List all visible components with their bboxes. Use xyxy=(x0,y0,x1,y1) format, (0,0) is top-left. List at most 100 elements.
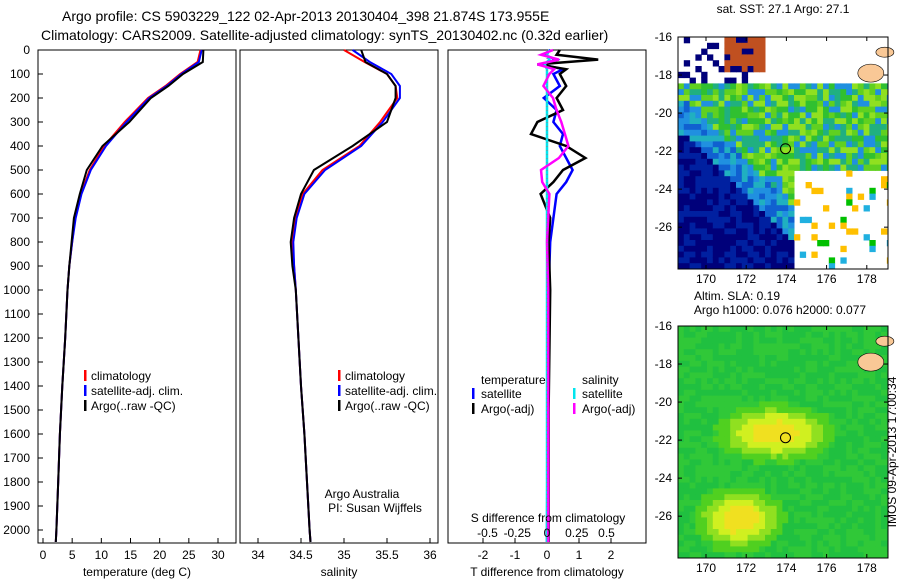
map-cell xyxy=(776,135,783,142)
map-cell xyxy=(776,546,783,553)
map-cell xyxy=(846,360,853,368)
map-cell xyxy=(840,500,847,507)
map-cell xyxy=(707,372,714,379)
map-cell xyxy=(823,482,830,489)
map-cell xyxy=(770,372,778,379)
map-cell xyxy=(747,343,754,350)
map-cell xyxy=(875,476,882,484)
map-cell xyxy=(712,494,720,501)
map-cell xyxy=(770,153,778,160)
map-cell xyxy=(765,211,772,218)
map-cell xyxy=(689,355,696,362)
map-cell xyxy=(765,222,772,229)
map-cell xyxy=(707,378,714,385)
map-cell xyxy=(678,234,685,241)
map-cell xyxy=(741,517,749,524)
map-cell xyxy=(701,476,708,484)
map-cell xyxy=(794,389,801,397)
map-cell xyxy=(753,66,760,73)
map-cell xyxy=(678,366,685,373)
map-lat-label: -26 xyxy=(655,509,673,523)
map-cell xyxy=(765,153,772,160)
map-cell xyxy=(840,257,847,264)
map-cell xyxy=(736,523,743,530)
map-cell xyxy=(730,100,737,108)
map-cell xyxy=(741,164,749,171)
map-cell xyxy=(765,378,772,385)
map-cell xyxy=(683,158,691,166)
map-cell xyxy=(782,100,789,108)
map-cell xyxy=(724,453,731,460)
map-cell xyxy=(765,193,772,200)
y-tick-label: 700 xyxy=(10,211,30,225)
map-cell xyxy=(695,540,702,547)
map-cell xyxy=(718,436,725,443)
map-cell xyxy=(689,494,696,501)
map-cell xyxy=(730,523,737,530)
map-cell xyxy=(730,193,737,200)
map-cell xyxy=(788,170,795,177)
map-cell xyxy=(881,100,888,108)
map-cell xyxy=(817,389,824,397)
map-cell xyxy=(724,384,731,391)
map-cell xyxy=(683,106,691,113)
map-cell xyxy=(886,182,888,189)
map-cell xyxy=(811,465,818,472)
map-cell xyxy=(707,488,714,495)
map-cell xyxy=(875,395,882,402)
map-cell xyxy=(736,95,743,102)
land-fiji xyxy=(857,352,885,372)
map-cell xyxy=(736,337,743,344)
map-cell xyxy=(753,418,760,426)
series-line-argo-raw-qc- xyxy=(289,49,397,543)
map-cell xyxy=(881,228,888,235)
map-lat-label: -18 xyxy=(655,357,673,371)
map-cell xyxy=(741,471,749,478)
series-line-t-satellite xyxy=(540,48,575,543)
map-cell xyxy=(823,413,830,420)
map-cell xyxy=(741,228,749,235)
x-tick-label: 10 xyxy=(95,548,109,562)
map-cell xyxy=(823,389,830,397)
map-cell xyxy=(817,395,824,402)
map-cell xyxy=(823,436,830,443)
map-cell xyxy=(794,482,801,489)
map-cell xyxy=(869,453,876,460)
map-cell xyxy=(759,413,766,420)
map-cell xyxy=(701,337,708,344)
map-cell xyxy=(782,112,789,119)
map-cell xyxy=(770,100,778,108)
map-cell xyxy=(770,135,778,142)
map-cell xyxy=(736,366,743,373)
map-cell xyxy=(794,453,801,460)
map-cell xyxy=(776,366,783,373)
map-cell xyxy=(747,407,754,414)
map-cell xyxy=(765,447,772,455)
x-tick-label: 25 xyxy=(182,548,196,562)
map-cell xyxy=(846,534,853,542)
map-cell xyxy=(747,442,754,449)
map-cell xyxy=(747,37,754,44)
map-cell xyxy=(759,360,766,368)
map-cell xyxy=(852,124,859,131)
map-cell xyxy=(828,447,836,455)
map-cell xyxy=(759,517,766,524)
map-cell xyxy=(683,326,691,333)
map-cell xyxy=(701,384,708,391)
map-cell xyxy=(695,337,702,344)
map-cell xyxy=(886,459,888,466)
map-cell xyxy=(701,228,708,235)
map-cell xyxy=(759,442,766,449)
map-cell xyxy=(730,176,737,183)
map-cell xyxy=(683,355,691,362)
map-cell xyxy=(707,418,714,426)
map-cell xyxy=(712,523,720,530)
map-cell xyxy=(776,401,783,408)
map-cell xyxy=(678,251,685,258)
map-cell xyxy=(805,389,812,397)
map-cell xyxy=(863,465,870,472)
map-cell xyxy=(834,147,841,154)
map-cell xyxy=(799,83,807,90)
legend-swatch xyxy=(338,370,341,381)
map-cell xyxy=(683,395,691,402)
